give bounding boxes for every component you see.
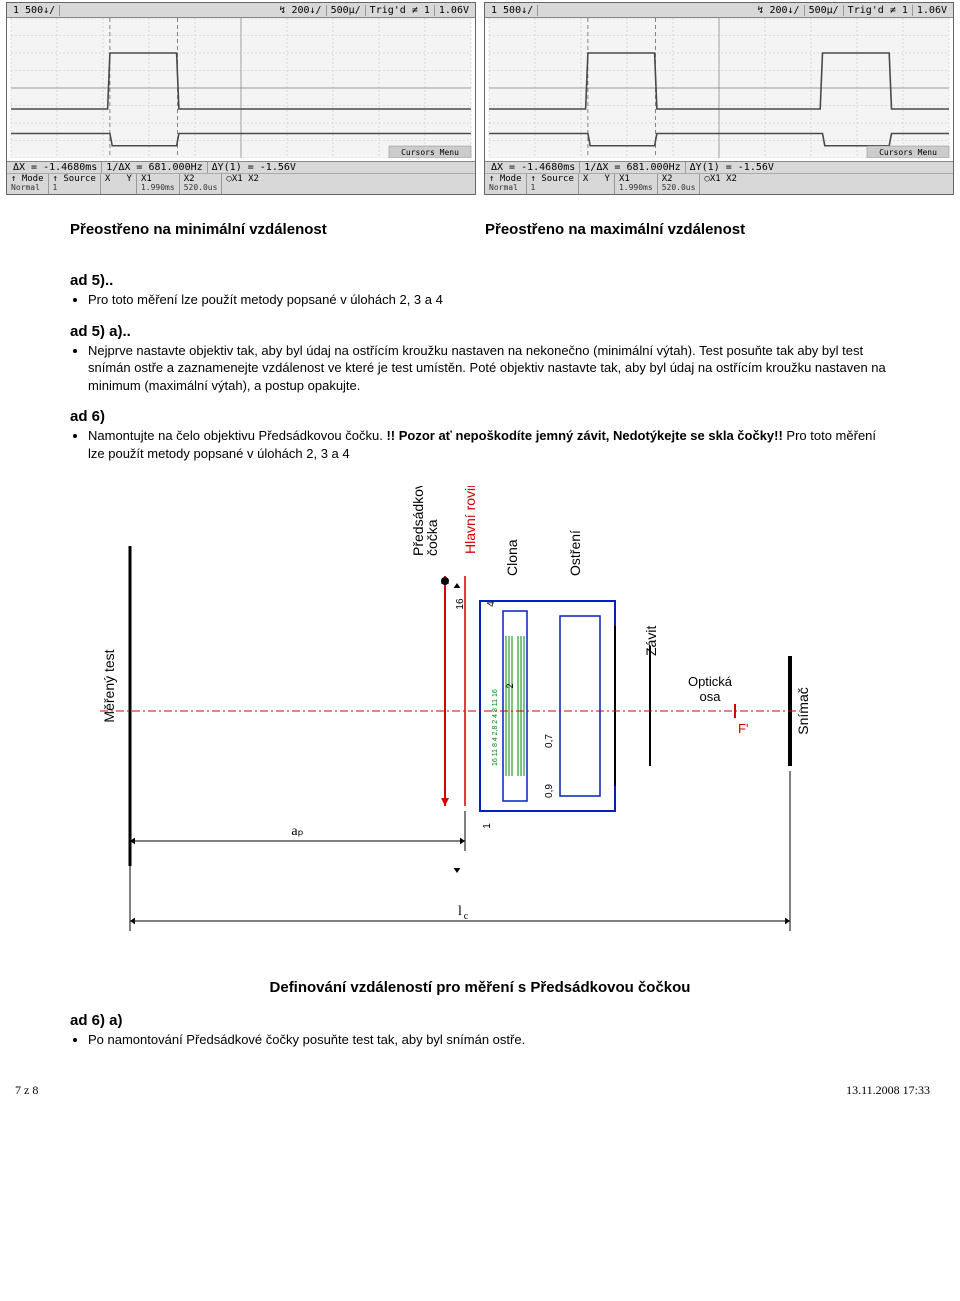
content-block: ad 5).. Pro toto měření lze použít metod… (0, 272, 960, 1049)
svg-text:0,7: 0,7 (544, 734, 555, 748)
svg-text:F': F' (738, 721, 748, 736)
heading-ad6a: ad 6) a) (70, 1012, 890, 1029)
svg-text:Clona: Clona (504, 539, 520, 576)
svg-text:Měřený test: Měřený test (101, 650, 117, 723)
svg-text:l: l (458, 904, 462, 919)
page-footer: 7 z 8 13.11.2008 17:33 (0, 1053, 960, 1098)
ad6-pre: Namontujte na čelo objektivu Předsádkovo… (88, 428, 386, 443)
heading-ad5: ad 5).. (70, 272, 890, 289)
svg-text:Cursors Menu: Cursors Menu (879, 148, 937, 157)
bullet-ad5a: Nejprve nastavte objektiv tak, aby byl ú… (88, 342, 890, 395)
oscilloscope-row: 1 500↓/↯ 200↓/500µ/Trig'd ≠ 11.06VCursor… (0, 0, 960, 201)
diagram-caption: Definování vzdáleností pro měření s Před… (70, 979, 890, 996)
svg-text:osa: osa (700, 689, 722, 704)
svg-text:aₚ: aₚ (291, 824, 303, 839)
bullet-ad5: Pro toto měření lze použít metody popsan… (88, 291, 890, 309)
bullet-ad6a: Po namontování Předsádkové čočky posuňte… (88, 1031, 890, 1049)
scope-right: 1 500↓/↯ 200↓/500µ/Trig'd ≠ 11.06VCursor… (484, 2, 954, 195)
scope-left: 1 500↓/↯ 200↓/500µ/Trig'd ≠ 11.06VCursor… (6, 2, 476, 195)
heading-ad5a: ad 5) a).. (70, 323, 890, 340)
heading-ad6: ad 6) (70, 408, 890, 425)
svg-text:Závit: Závit (643, 626, 659, 656)
caption-right: Přeostřeno na maximální vzdálenost (485, 221, 900, 238)
svg-text:čočka: čočka (424, 519, 440, 556)
bullet-ad6: Namontujte na čelo objektivu Předsádkovo… (88, 427, 890, 462)
svg-text:c: c (464, 911, 469, 922)
svg-text:2: 2 (505, 684, 515, 689)
list-ad6: Namontujte na čelo objektivu Předsádkovo… (70, 427, 890, 462)
footer-right: 13.11.2008 17:33 (846, 1083, 930, 1098)
svg-text:0,9: 0,9 (544, 784, 555, 798)
list-ad6a: Po namontování Předsádkové čočky posuňte… (70, 1031, 890, 1049)
caption-left: Přeostřeno na minimální vzdálenost (70, 221, 485, 238)
svg-text:1: 1 (482, 823, 493, 829)
optical-diagram: Měřený testPředsádkováčočkaHlavní rovina… (70, 486, 830, 956)
list-ad5a: Nejprve nastavte objektiv tak, aby byl ú… (70, 342, 890, 395)
diagram-wrap: Měřený testPředsádkováčočkaHlavní rovina… (70, 466, 890, 969)
svg-text:Hlavní rovina: Hlavní rovina (462, 486, 478, 554)
footer-left: 7 z 8 (15, 1083, 38, 1098)
scope-captions: Přeostřeno na minimální vzdálenost Přeos… (0, 201, 960, 258)
svg-text:16: 16 (455, 598, 466, 610)
svg-text:Snímač: Snímač (795, 688, 811, 735)
svg-text:Optická: Optická (688, 674, 733, 689)
svg-text:Ostření: Ostření (567, 530, 583, 576)
page: 1 500↓/↯ 200↓/500µ/Trig'd ≠ 11.06VCursor… (0, 0, 960, 1108)
ad6-bold: !! Pozor ať nepoškodíte jemný závit, Ned… (386, 428, 782, 443)
svg-text:Cursors Menu: Cursors Menu (401, 148, 459, 157)
svg-text:4: 4 (486, 601, 497, 607)
svg-text:16 11 8 4 2,8 2 4 8 11 16: 16 11 8 4 2,8 2 4 8 11 16 (492, 689, 499, 766)
list-ad5: Pro toto měření lze použít metody popsan… (70, 291, 890, 309)
